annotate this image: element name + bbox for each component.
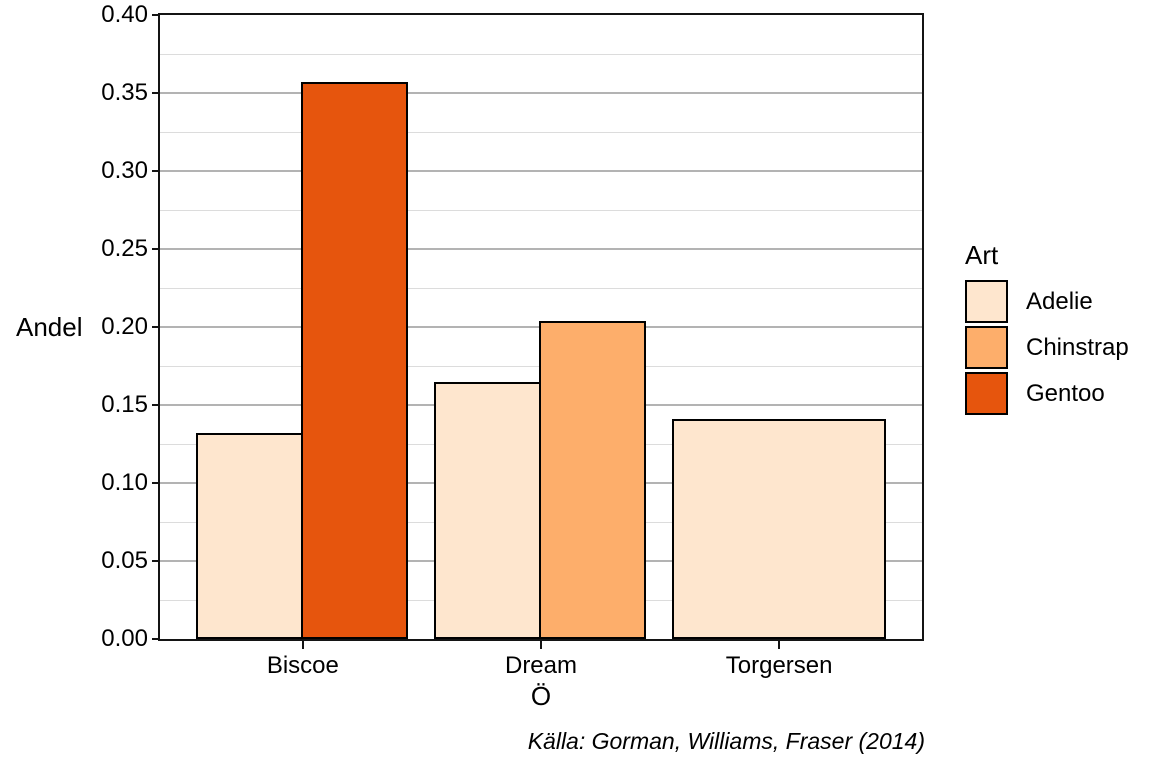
y-gridline-minor: [160, 53, 922, 55]
y-axis-title: Andel: [16, 312, 83, 342]
legend-title: Art: [965, 240, 999, 270]
y-tick-label: 0.20: [101, 313, 148, 340]
y-tick-label: 0.40: [101, 1, 148, 28]
y-axis-tick: [152, 92, 160, 94]
legend-item: Gentoo: [965, 372, 1129, 415]
legend-label: Gentoo: [1026, 379, 1105, 407]
x-tick-label: Biscoe: [266, 652, 339, 679]
plot-panel: [158, 13, 924, 641]
bar-biscoe-gentoo: [300, 82, 409, 639]
y-tick-label: 0.15: [101, 391, 148, 418]
y-tick-label: 0.00: [101, 625, 148, 652]
x-axis-tick: [301, 641, 304, 649]
legend-label: Chinstrap: [1026, 333, 1129, 361]
y-tick-label: 0.35: [101, 79, 148, 106]
y-axis-tick: [152, 170, 160, 172]
bar-dream-chinstrap: [539, 320, 647, 639]
y-gridline-minor: [160, 209, 922, 211]
x-tick-label: Torgersen: [725, 652, 833, 679]
y-axis-tick: [152, 14, 160, 16]
y-axis-tick: [152, 326, 160, 328]
legend-swatch-adelie: [965, 280, 1008, 323]
legend-swatch-gentoo: [965, 372, 1008, 415]
x-tick-label: Dream: [504, 652, 577, 679]
bar-dream-adelie: [433, 381, 541, 639]
y-tick-label: 0.10: [101, 469, 148, 496]
legend: Art Adelie Chinstrap Gentoo: [965, 240, 1129, 418]
bar-biscoe-adelie: [195, 433, 303, 639]
y-axis-tick: [152, 560, 160, 562]
source-caption: Källa: Gorman, Williams, Fraser (2014): [527, 728, 925, 754]
y-axis-tick: [152, 482, 160, 484]
y-axis-tick: [152, 404, 160, 406]
x-axis-tick: [540, 641, 542, 649]
legend-item: Chinstrap: [965, 326, 1129, 369]
legend-label: Adelie: [1026, 287, 1093, 315]
y-tick-label: 0.05: [101, 547, 148, 574]
y-tick-label: 0.30: [101, 157, 148, 184]
y-axis-tick: [152, 248, 160, 250]
y-gridline-major: [160, 92, 922, 94]
y-gridline-major: [160, 170, 922, 172]
y-gridline-major: [160, 248, 922, 250]
x-axis-tick: [778, 641, 781, 649]
y-gridline-minor: [160, 287, 922, 289]
y-axis-tick: [152, 638, 160, 640]
legend-swatch-chinstrap: [965, 326, 1008, 369]
x-axis-title: Ö: [530, 681, 552, 711]
bar-torgersen-adelie: [671, 419, 887, 639]
legend-items: Adelie Chinstrap Gentoo: [965, 280, 1129, 415]
legend-item: Adelie: [965, 280, 1129, 323]
y-gridline-minor: [160, 131, 922, 133]
y-tick-label: 0.25: [101, 235, 148, 262]
